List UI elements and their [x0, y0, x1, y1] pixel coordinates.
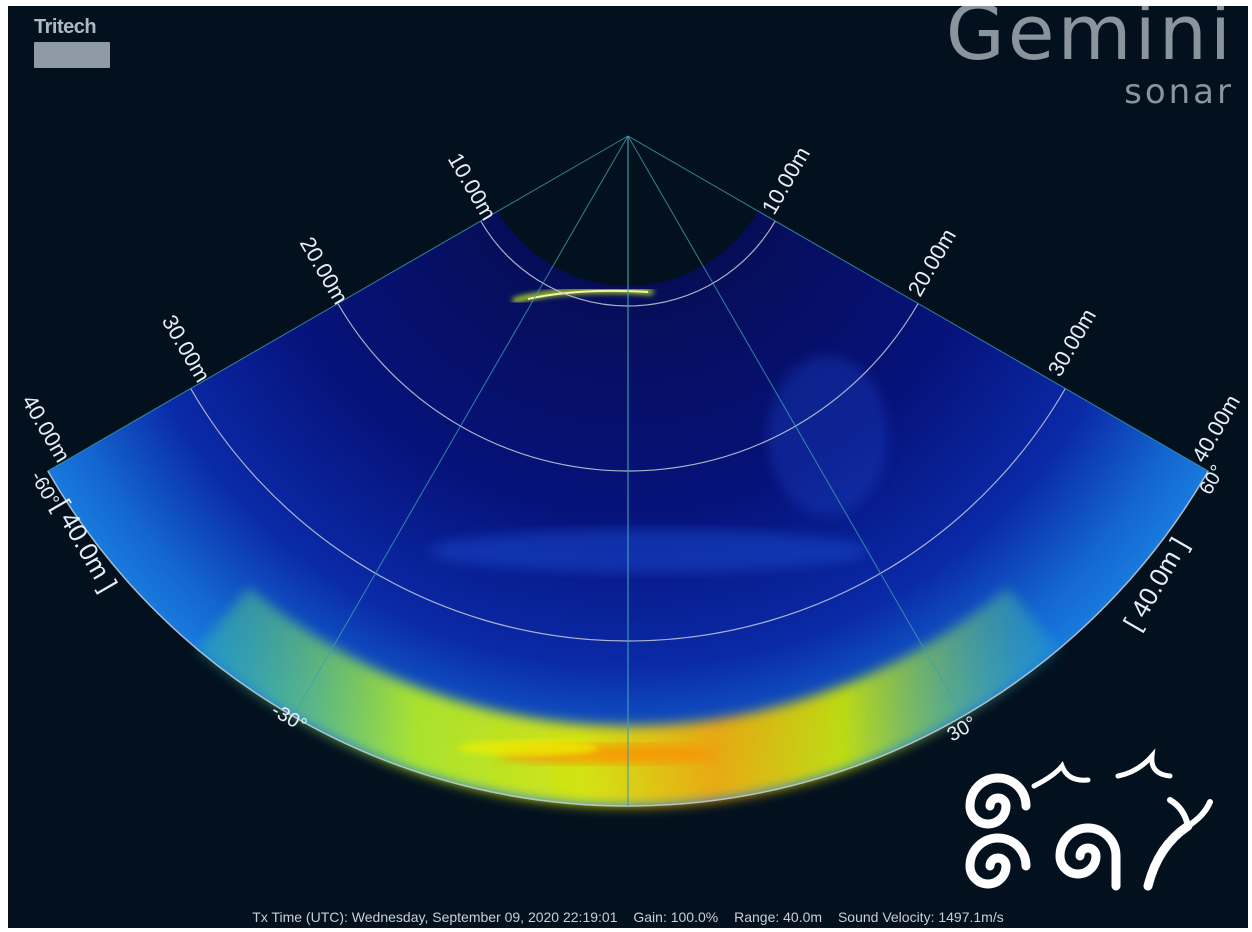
- tritech-logo: Tritech: [34, 16, 97, 38]
- gemini-logo-sub: sonar: [1124, 72, 1234, 112]
- outside-fan: [498, 6, 758, 211]
- tritech-wave-icon: [34, 42, 110, 68]
- ring-label-right-40: 40.00m: [1187, 390, 1245, 466]
- gemini-logo: Gemini: [945, 6, 1234, 77]
- gain-readout: Gain: 100.0%: [633, 909, 719, 925]
- ring-label-right-30: 30.00m: [1043, 304, 1101, 380]
- mid-echo: [768, 356, 888, 516]
- near-echo: [527, 289, 649, 300]
- tx-time: Tx Time (UTC): Wednesday, September 09, …: [252, 909, 618, 925]
- ring-label-right-20: 20.00m: [903, 224, 961, 300]
- status-bar: Tx Time (UTC): Wednesday, September 09, …: [8, 906, 1248, 928]
- bearing-spoke: [292, 135, 629, 717]
- sound-velocity-readout: Sound Velocity: 1497.1m/s: [837, 909, 1004, 925]
- mid-echo: [428, 529, 868, 573]
- bearing-spoke: [47, 135, 629, 472]
- ring-label-left-20: 20.00m: [295, 232, 353, 308]
- bearing-spoke: [627, 135, 964, 717]
- ring-label-left-30: 30.00m: [157, 310, 215, 386]
- hot-return: [458, 740, 598, 756]
- seabed-return: [197, 587, 1059, 806]
- sonar-display[interactable]: 10.00m 20.00m 30.00m 40.00m 10.00m 20.00…: [8, 6, 1248, 928]
- range-grid: [47, 135, 1209, 807]
- range-readout: Range: 40.0m: [734, 909, 823, 925]
- spiral-and-birds-logo: [965, 748, 1213, 891]
- bearing-spoke: [627, 135, 1209, 472]
- range-ring: [47, 470, 1209, 807]
- sonar-window: 10.00m 20.00m 30.00m 40.00m 10.00m 20.00…: [8, 6, 1248, 928]
- ring-label-left-40: 40.00m: [17, 390, 75, 466]
